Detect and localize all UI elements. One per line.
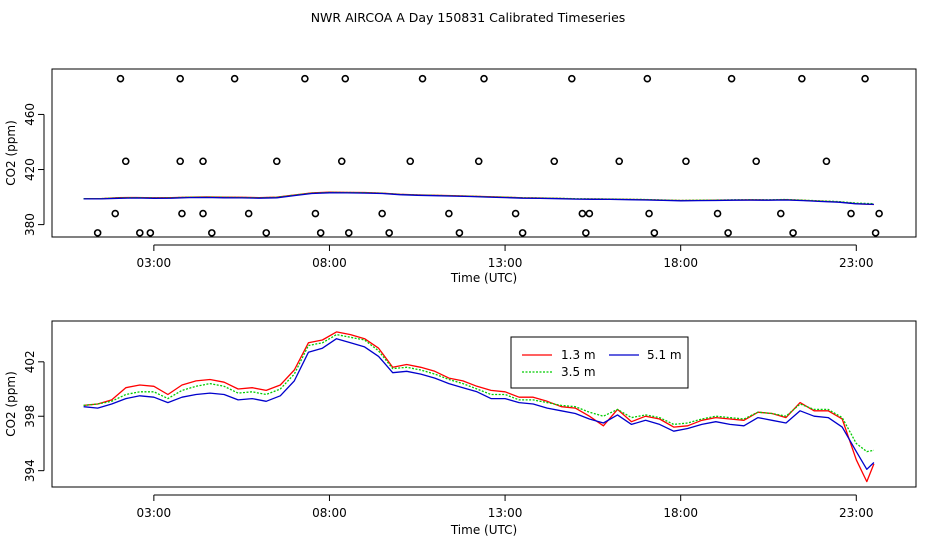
top-x-tick-label: 08:00 [312, 256, 347, 270]
bottom-series-3-5-m [83, 333, 875, 453]
top-point [316, 229, 325, 237]
bottom-series-layer [83, 331, 875, 483]
top-point [776, 209, 785, 218]
top-point [798, 74, 806, 83]
bottom-x-tick-label: 03:00 [137, 506, 172, 520]
top-point [116, 74, 125, 83]
top-point [272, 157, 281, 166]
top-point [418, 74, 427, 83]
bottom-plot-frame [51, 320, 917, 488]
top-point [822, 157, 831, 166]
top-point [875, 209, 883, 218]
top-point [230, 74, 239, 83]
legend-label-5-1m: 5.1 m [647, 348, 682, 362]
top-point [713, 209, 722, 218]
bottom-y-tick-label: 398 [23, 405, 37, 428]
bottom-x-tick-label: 13:00 [488, 506, 523, 520]
top-x-tick-label: 13:00 [488, 256, 523, 270]
top-x-tick-label: 18:00 [663, 256, 698, 270]
top-point [93, 229, 102, 237]
top-point [789, 229, 797, 237]
top-y-label: CO2 (ppm) [4, 120, 18, 186]
bottom-y-tick-label: 402 [23, 350, 37, 373]
top-point [568, 74, 576, 83]
top-series-5-1-m [83, 192, 874, 206]
bottom-x-tick-label: 18:00 [663, 506, 698, 520]
top-point [146, 229, 155, 237]
figure-title: NWR AIRCOA A Day 150831 Calibrated Times… [311, 10, 626, 25]
top-points-layer [93, 74, 883, 237]
top-point [724, 229, 732, 237]
top-point [682, 157, 690, 166]
bottom-series-5-1-m [83, 338, 875, 470]
top-point [262, 229, 271, 237]
top-point [578, 209, 587, 218]
bottom-x-tick-label: 23:00 [839, 506, 874, 520]
top-point [344, 229, 353, 237]
top-point [176, 157, 184, 166]
top-point [311, 209, 320, 218]
top-point [615, 157, 624, 166]
top-point [341, 74, 350, 83]
top-point [847, 209, 855, 218]
legend: 1.3 m 5.1 m 3.5 m [510, 336, 689, 389]
top-point [861, 74, 869, 83]
top-point [121, 157, 130, 166]
top-point [406, 157, 415, 166]
top-y-tick-label: 380 [23, 213, 37, 236]
top-y-axis: 380 420 460 [23, 103, 45, 236]
top-point [480, 74, 488, 83]
top-chart: 03:00 08:00 13:00 18:00 23:00 380 420 460 Time… [4, 68, 917, 285]
top-x-tick-label: 03:00 [137, 256, 172, 270]
top-x-label: Time (UTC) [450, 271, 517, 285]
top-x-tick-label: 23:00 [839, 256, 874, 270]
top-point [199, 209, 207, 218]
top-point [650, 229, 659, 237]
top-series-1-3-m [83, 191, 874, 206]
bottom-y-axis: 394 398 402 [23, 350, 45, 482]
top-point [208, 229, 216, 237]
top-point [752, 157, 760, 166]
top-point [871, 229, 880, 237]
top-point [445, 209, 453, 218]
top-point [474, 157, 483, 166]
bottom-y-tick-label: 394 [23, 459, 37, 482]
top-point [111, 209, 120, 218]
top-point [178, 209, 186, 218]
top-point [199, 157, 207, 166]
top-y-tick-label: 420 [23, 158, 37, 181]
top-point [455, 229, 464, 237]
top-series-layer [83, 191, 874, 206]
legend-label-1-3m: 1.3 m [561, 348, 596, 362]
bottom-series-1-3-m [83, 331, 875, 483]
bottom-y-label: CO2 (ppm) [4, 371, 18, 437]
top-x-axis: 03:00 08:00 13:00 18:00 23:00 [137, 244, 874, 270]
legend-box [510, 336, 689, 389]
top-point [385, 229, 393, 237]
top-point [136, 229, 144, 237]
top-point [645, 209, 653, 218]
bottom-x-label: Time (UTC) [450, 523, 517, 537]
top-point [176, 74, 184, 83]
bottom-x-axis: 03:00 08:00 13:00 18:00 23:00 [137, 494, 874, 520]
top-point [378, 209, 386, 218]
top-point [511, 209, 520, 218]
bottom-x-tick-label: 08:00 [312, 506, 347, 520]
top-point [518, 229, 527, 237]
bottom-chart: 03:00 08:00 13:00 18:00 23:00 394 398 402 Time… [4, 320, 917, 537]
top-plot-frame [51, 68, 917, 238]
top-point [585, 209, 594, 218]
top-point [582, 229, 590, 237]
top-point [244, 209, 253, 218]
top-point [727, 74, 736, 83]
top-point [301, 74, 309, 83]
top-y-tick-label: 460 [23, 103, 37, 126]
top-point [337, 157, 346, 166]
top-point [643, 74, 652, 83]
top-point [550, 157, 559, 166]
legend-label-3-5m: 3.5 m [561, 365, 596, 379]
